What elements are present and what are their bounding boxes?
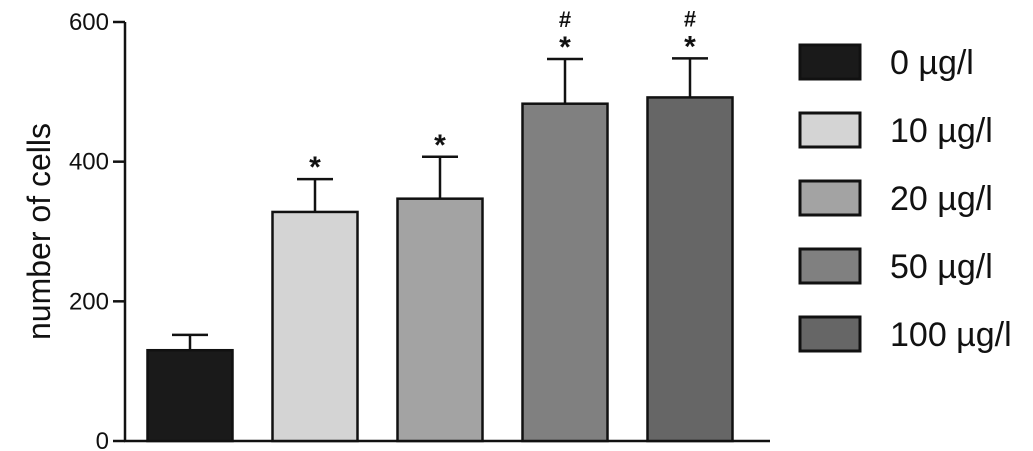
significance-asterisk: * [559, 31, 571, 64]
legend-item: 0 µg/l [798, 43, 974, 82]
legend-item: 20 µg/l [798, 179, 993, 218]
bar [271, 210, 359, 443]
legend-label: 0 µg/l [890, 44, 974, 82]
y-tick-label: 200 [69, 288, 109, 315]
bar-group: * [396, 129, 484, 443]
legend-swatch [798, 315, 862, 353]
y-tick-label: 600 [69, 9, 109, 36]
significance-hash: # [684, 6, 696, 31]
bar-group [146, 333, 234, 443]
legend: 0 µg/l 10 µg/l 20 µg/l 50 µg/l 100 µg/l [798, 43, 1012, 354]
y-axis-title: number of cells [21, 123, 57, 340]
bar [396, 197, 484, 443]
legend-label: 100 µg/l [890, 316, 1012, 354]
y-tick-label: 0 [96, 428, 109, 451]
legend-swatch [798, 111, 862, 149]
significance-asterisk: * [434, 129, 446, 162]
bar-group: *# [521, 7, 609, 443]
legend-item: 50 µg/l [798, 247, 993, 286]
significance-asterisk: * [684, 30, 696, 63]
significance-hash: # [559, 7, 571, 32]
legend-item: 10 µg/l [798, 111, 993, 150]
bar [146, 348, 234, 443]
legend-label: 50 µg/l [890, 248, 993, 286]
bar [521, 102, 609, 443]
y-tick-label: 400 [69, 149, 109, 176]
legend-swatch [798, 247, 862, 285]
significance-asterisk: * [309, 151, 321, 184]
bar [646, 96, 734, 443]
bar-group: *# [646, 6, 734, 443]
legend-swatch [798, 179, 862, 217]
bar-group: * [271, 151, 359, 443]
legend-label: 20 µg/l [890, 180, 993, 218]
bars-group: ***#*# [146, 6, 734, 443]
legend-item: 100 µg/l [798, 315, 1012, 354]
legend-swatch [798, 43, 862, 81]
legend-label: 10 µg/l [890, 112, 993, 150]
